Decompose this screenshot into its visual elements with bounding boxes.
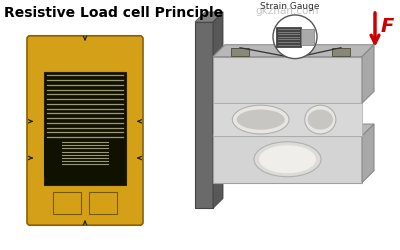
- Polygon shape: [213, 12, 223, 208]
- Bar: [276, 27, 300, 46]
- Bar: [89, 192, 117, 214]
- Polygon shape: [108, 138, 126, 175]
- Ellipse shape: [237, 110, 285, 130]
- Polygon shape: [213, 124, 374, 136]
- Circle shape: [273, 15, 317, 59]
- Bar: [195, 22, 213, 208]
- Ellipse shape: [308, 110, 333, 130]
- FancyBboxPatch shape: [27, 36, 143, 225]
- Bar: [213, 136, 362, 182]
- Text: F: F: [381, 17, 394, 36]
- Bar: [53, 192, 81, 214]
- Ellipse shape: [254, 142, 321, 177]
- Text: Strain Gauge: Strain Gauge: [260, 2, 320, 11]
- Bar: [44, 72, 126, 184]
- Bar: [213, 56, 362, 103]
- Polygon shape: [44, 138, 62, 175]
- Ellipse shape: [232, 105, 289, 134]
- Polygon shape: [362, 124, 374, 182]
- Ellipse shape: [305, 105, 336, 134]
- Text: Resistive Load cell Principle: Resistive Load cell Principle: [4, 6, 223, 20]
- Polygon shape: [195, 12, 223, 22]
- Bar: [213, 103, 362, 136]
- Ellipse shape: [259, 145, 316, 173]
- Bar: [231, 48, 249, 56]
- Polygon shape: [362, 45, 374, 103]
- Bar: [332, 48, 350, 56]
- Bar: [300, 29, 314, 45]
- Text: gkzhan.com: gkzhan.com: [255, 6, 318, 16]
- Polygon shape: [213, 45, 374, 56]
